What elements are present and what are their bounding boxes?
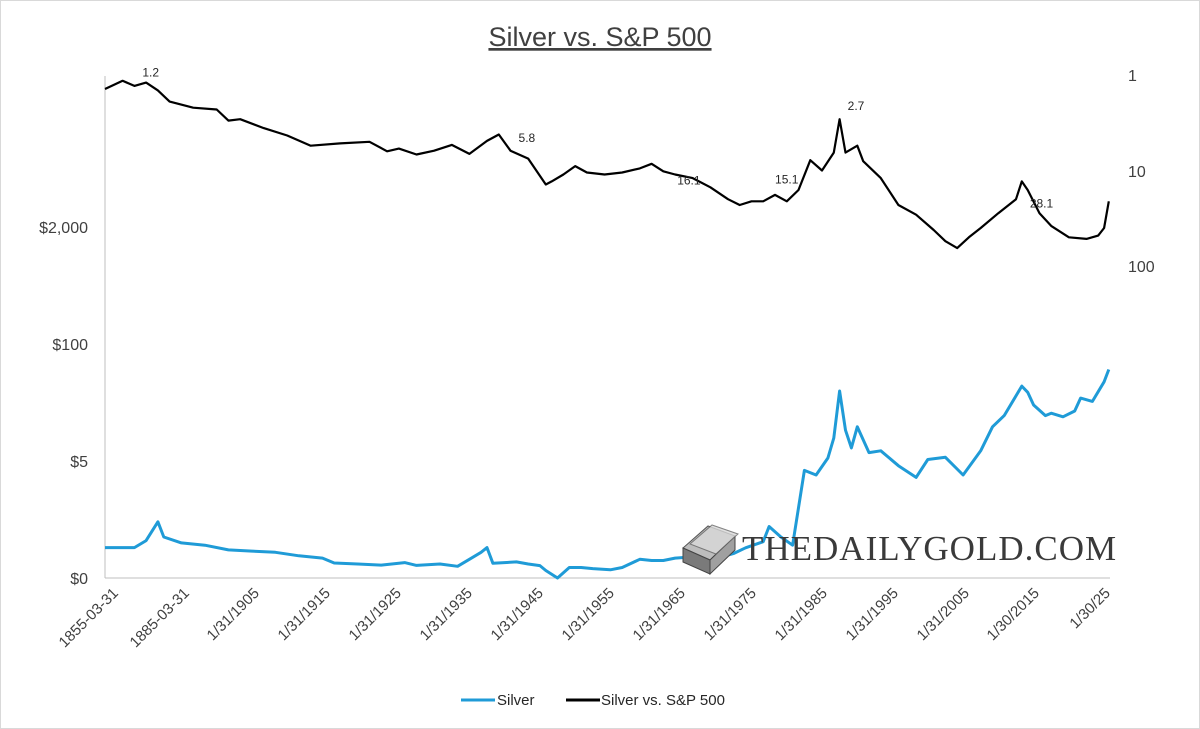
x-tick-label: 1/31/1925 xyxy=(346,585,405,644)
x-tick-label: 1/31/1985 xyxy=(772,585,831,644)
x-tick-label: 1885-03-31 xyxy=(127,585,193,651)
right-tick-label: 10 xyxy=(1128,164,1146,181)
gold-bar-icon xyxy=(682,524,739,576)
x-tick-label: 1/30/2015 xyxy=(984,585,1043,644)
x-tick-label: 1/31/1965 xyxy=(630,585,689,644)
annotation-label: 15.1 xyxy=(775,173,799,187)
x-tick-labels: 1855-03-31 1885-03-31 1/31/1905 1/31/191… xyxy=(56,585,1114,651)
x-tick-label: 1855-03-31 xyxy=(56,585,122,651)
annotations: 1.2 5.8 16.1 15.1 2.7 28.1 xyxy=(142,66,1053,211)
x-tick-label: 1/31/1975 xyxy=(701,585,760,644)
x-tick-label: 1/30/25 xyxy=(1066,585,1113,632)
x-tick-label: 1/31/1955 xyxy=(559,585,618,644)
legend: Silver Silver vs. S&P 500 xyxy=(461,692,725,709)
left-tick-label: $100 xyxy=(52,337,88,354)
left-tick-label: $5 xyxy=(70,454,88,471)
left-tick-label: $0 xyxy=(70,571,88,588)
annotation-label: 28.1 xyxy=(1030,196,1054,210)
left-tick-label: $2,000 xyxy=(39,220,88,237)
x-tick-label: 1/31/1995 xyxy=(843,585,902,644)
x-tick-label: 1/31/1935 xyxy=(417,585,476,644)
right-tick-label: 100 xyxy=(1128,259,1155,276)
x-tick-label: 1/31/2005 xyxy=(914,585,973,644)
right-tick-label: 1 xyxy=(1128,68,1137,85)
x-tick-label: 1/31/1905 xyxy=(204,585,263,644)
x-tick-label: 1/31/1945 xyxy=(488,585,547,644)
annotation-label: 16.1 xyxy=(677,173,701,187)
series-silver-vs-sp500-line xyxy=(104,79,1110,250)
watermark-logo: THEDAILYGOLD.COM xyxy=(682,524,1117,576)
x-tick-label: 1/31/1915 xyxy=(275,585,334,644)
chart-title: Silver vs. S&P 500 xyxy=(488,22,711,52)
watermark-text: THEDAILYGOLD.COM xyxy=(742,529,1117,568)
annotation-label: 1.2 xyxy=(142,66,159,80)
annotation-label: 5.8 xyxy=(519,131,536,145)
legend-label-silver: Silver xyxy=(497,692,535,709)
annotation-label: 2.7 xyxy=(848,99,865,113)
legend-label-ratio: Silver vs. S&P 500 xyxy=(601,692,725,709)
